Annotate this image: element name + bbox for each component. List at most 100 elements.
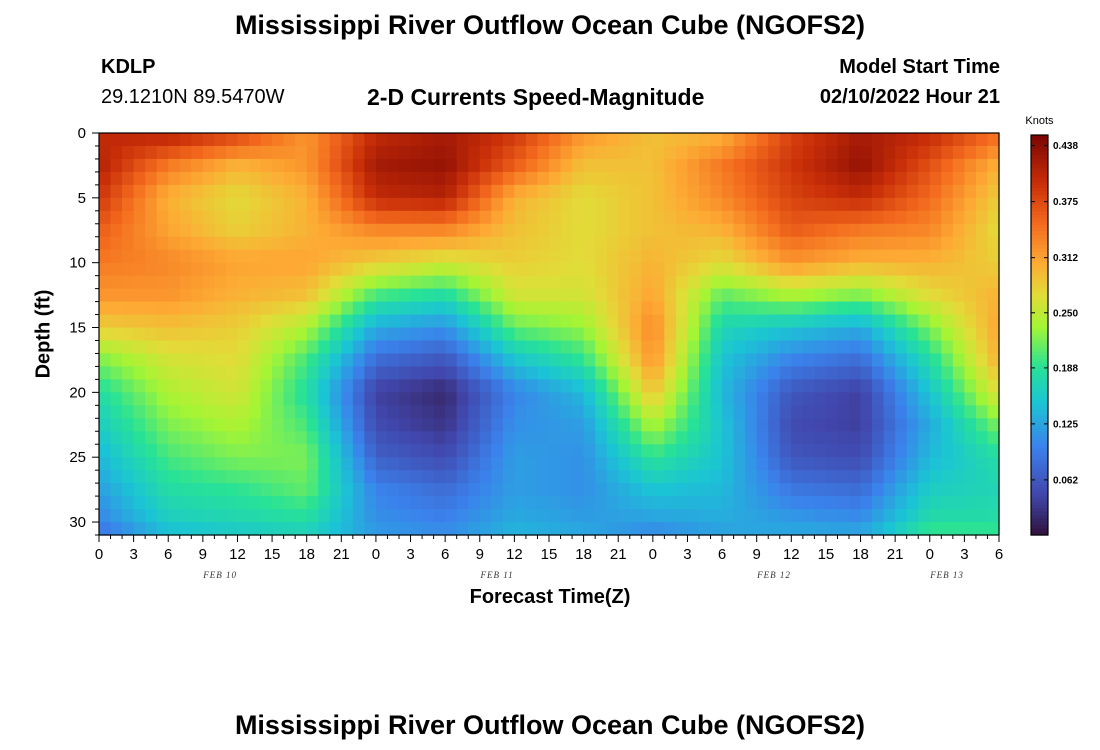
heatmap-cell [306,353,319,368]
heatmap-cell [295,457,308,471]
heatmap-cell [606,288,619,303]
heatmap-cell [560,418,573,432]
heatmap-cell [872,223,885,238]
heatmap-cell [641,197,654,212]
heatmap-cell [433,444,446,458]
heatmap-cell [422,210,435,225]
heatmap-cell [560,522,573,536]
heatmap-cell [341,133,354,147]
heatmap-cell [214,236,227,251]
heatmap-cell [237,301,250,316]
heatmap-cell [445,197,458,212]
heatmap-cell [802,496,815,510]
heatmap-cell [272,314,285,329]
heatmap-cell [375,418,389,432]
heatmap-cell [606,340,619,355]
heatmap-cell [779,379,792,393]
heatmap-cell [883,353,896,368]
heatmap-cell [664,431,677,445]
heatmap-cell [918,301,931,316]
heatmap-cell [468,133,481,147]
heatmap-cell [491,145,504,160]
heatmap-cell [756,457,769,471]
heatmap-cell [491,509,504,523]
heatmap-cell [514,405,527,419]
heatmap-cell [987,301,1000,316]
heatmap-cell [883,314,896,329]
heatmap-cell [664,522,677,536]
heatmap-cell [941,340,954,355]
heatmap-cell [779,133,792,147]
heatmap-cell [468,353,481,368]
heatmap-cell [433,288,446,303]
colorbar-swatch [1031,241,1048,246]
colorbar-swatch [1031,141,1048,146]
heatmap-cell [525,223,539,238]
heatmap-cell [191,301,204,316]
heatmap-cell [895,418,908,432]
heatmap-cell [191,236,204,251]
heatmap-cell [802,392,815,406]
heatmap-cell [145,327,158,342]
heatmap-cell [802,145,815,160]
heatmap-cell [179,145,192,160]
heatmap-cell [583,509,596,523]
heatmap-cell [249,197,262,212]
heatmap-cell [283,197,296,212]
heatmap-cell [283,444,296,458]
colorbar-swatch [1031,358,1048,363]
heatmap-cell [964,171,977,186]
heatmap-cell [652,197,665,212]
heatmap-cell [110,340,123,355]
heatmap-cell [929,314,942,329]
colorbar-swatch [1031,488,1048,493]
heatmap-cell [687,301,700,316]
heatmap-cell [272,262,285,277]
heatmap-cell [975,171,989,186]
heatmap-cell [433,223,446,238]
heatmap-cell [329,236,342,251]
heatmap-cell [399,262,412,277]
x-tick-label: 18 [298,546,315,563]
heatmap-cell [791,145,804,160]
heatmap-cell [110,171,123,186]
heatmap-cell [629,366,642,380]
heatmap-cell [883,184,896,199]
heatmap-cell [710,366,723,380]
heatmap-cell [387,133,400,147]
heatmap-cell [295,418,308,432]
heatmap-cell [456,314,469,329]
heatmap-cell [606,197,619,212]
heatmap-cell [699,262,712,277]
heatmap-cell [537,431,550,445]
heatmap-cell [710,249,723,264]
heatmap-cell [156,327,169,342]
y-tick-label: 25 [69,449,86,466]
heatmap-cell [110,327,123,342]
heatmap-cell [837,392,850,406]
heatmap-cell [629,379,642,393]
heatmap-cell [341,314,354,329]
heatmap-cell [225,249,239,264]
heatmap-cell [733,418,746,432]
heatmap-cell [375,314,389,329]
heatmap-cell [710,314,723,329]
heatmap-cell [514,133,527,147]
heatmap-cell [502,223,515,238]
heatmap-cell [537,171,550,186]
heatmap-cell [445,418,458,432]
heatmap-cell [825,392,839,406]
heatmap-cell [987,288,1000,303]
heatmap-cell [710,145,723,160]
heatmap-cell [583,392,596,406]
heatmap-cell [537,262,550,277]
heatmap-cell [745,210,758,225]
heatmap-cell [652,483,665,497]
heatmap-cell [168,379,181,393]
heatmap-cell [318,431,331,445]
heatmap-cell [641,405,654,419]
heatmap-cell [191,522,204,536]
heatmap-cell [191,314,204,329]
heatmap-cell [214,288,227,303]
heatmap-cell [133,509,146,523]
